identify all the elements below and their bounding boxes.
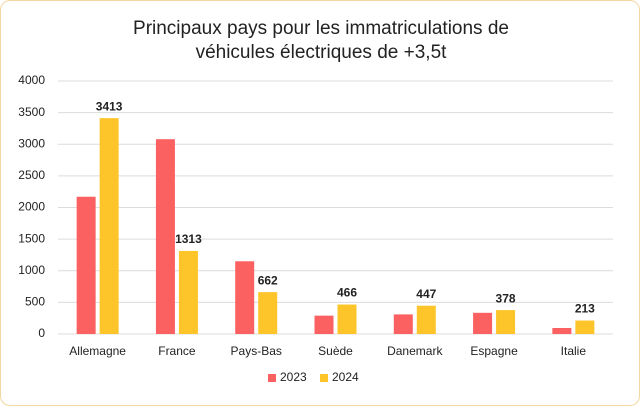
x-tick-label: Pays-Bas [231, 344, 282, 358]
x-tick-label: Suède [318, 344, 353, 358]
bar [496, 310, 516, 334]
y-tick-label: 1500 [18, 231, 45, 245]
data-label: 213 [575, 302, 595, 316]
bar [76, 196, 96, 334]
y-tick-label: 1000 [18, 263, 45, 277]
data-label: 466 [337, 286, 357, 300]
y-tick-label: 500 [25, 295, 45, 309]
bar [393, 314, 413, 334]
bar [178, 250, 198, 334]
legend-label: 2023 [280, 370, 307, 384]
y-tick-label: 3500 [18, 105, 45, 119]
data-label: 3413 [96, 99, 123, 113]
data-label: 1313 [175, 232, 202, 246]
legend-swatch [320, 374, 328, 382]
chart-title: Principaux pays pour les immatriculation… [133, 18, 509, 63]
y-tick-label: 3000 [18, 136, 45, 150]
bar [337, 304, 357, 334]
y-tick-label: 2000 [18, 200, 45, 214]
bar [258, 292, 278, 334]
x-tick-label: France [158, 344, 196, 358]
legend-label: 2024 [332, 370, 359, 384]
x-tick-label: Espagne [470, 344, 518, 358]
bar [575, 320, 595, 334]
bar [552, 327, 572, 334]
x-tick-label: Allemagne [69, 344, 126, 358]
bar [473, 312, 493, 334]
bar [314, 315, 334, 334]
data-label: 662 [258, 273, 278, 287]
legend-swatch [268, 374, 276, 382]
bar [99, 118, 119, 334]
bar [155, 139, 175, 334]
x-tick-label: Italie [561, 344, 587, 358]
y-tick-label: 4000 [18, 73, 45, 87]
bar [416, 305, 436, 334]
data-label: 447 [416, 287, 436, 301]
x-tick-label: Danemark [387, 344, 443, 358]
bar [235, 261, 255, 334]
y-tick-label: 2500 [18, 168, 45, 182]
data-label: 378 [496, 291, 516, 305]
y-tick-label: 0 [38, 326, 45, 340]
